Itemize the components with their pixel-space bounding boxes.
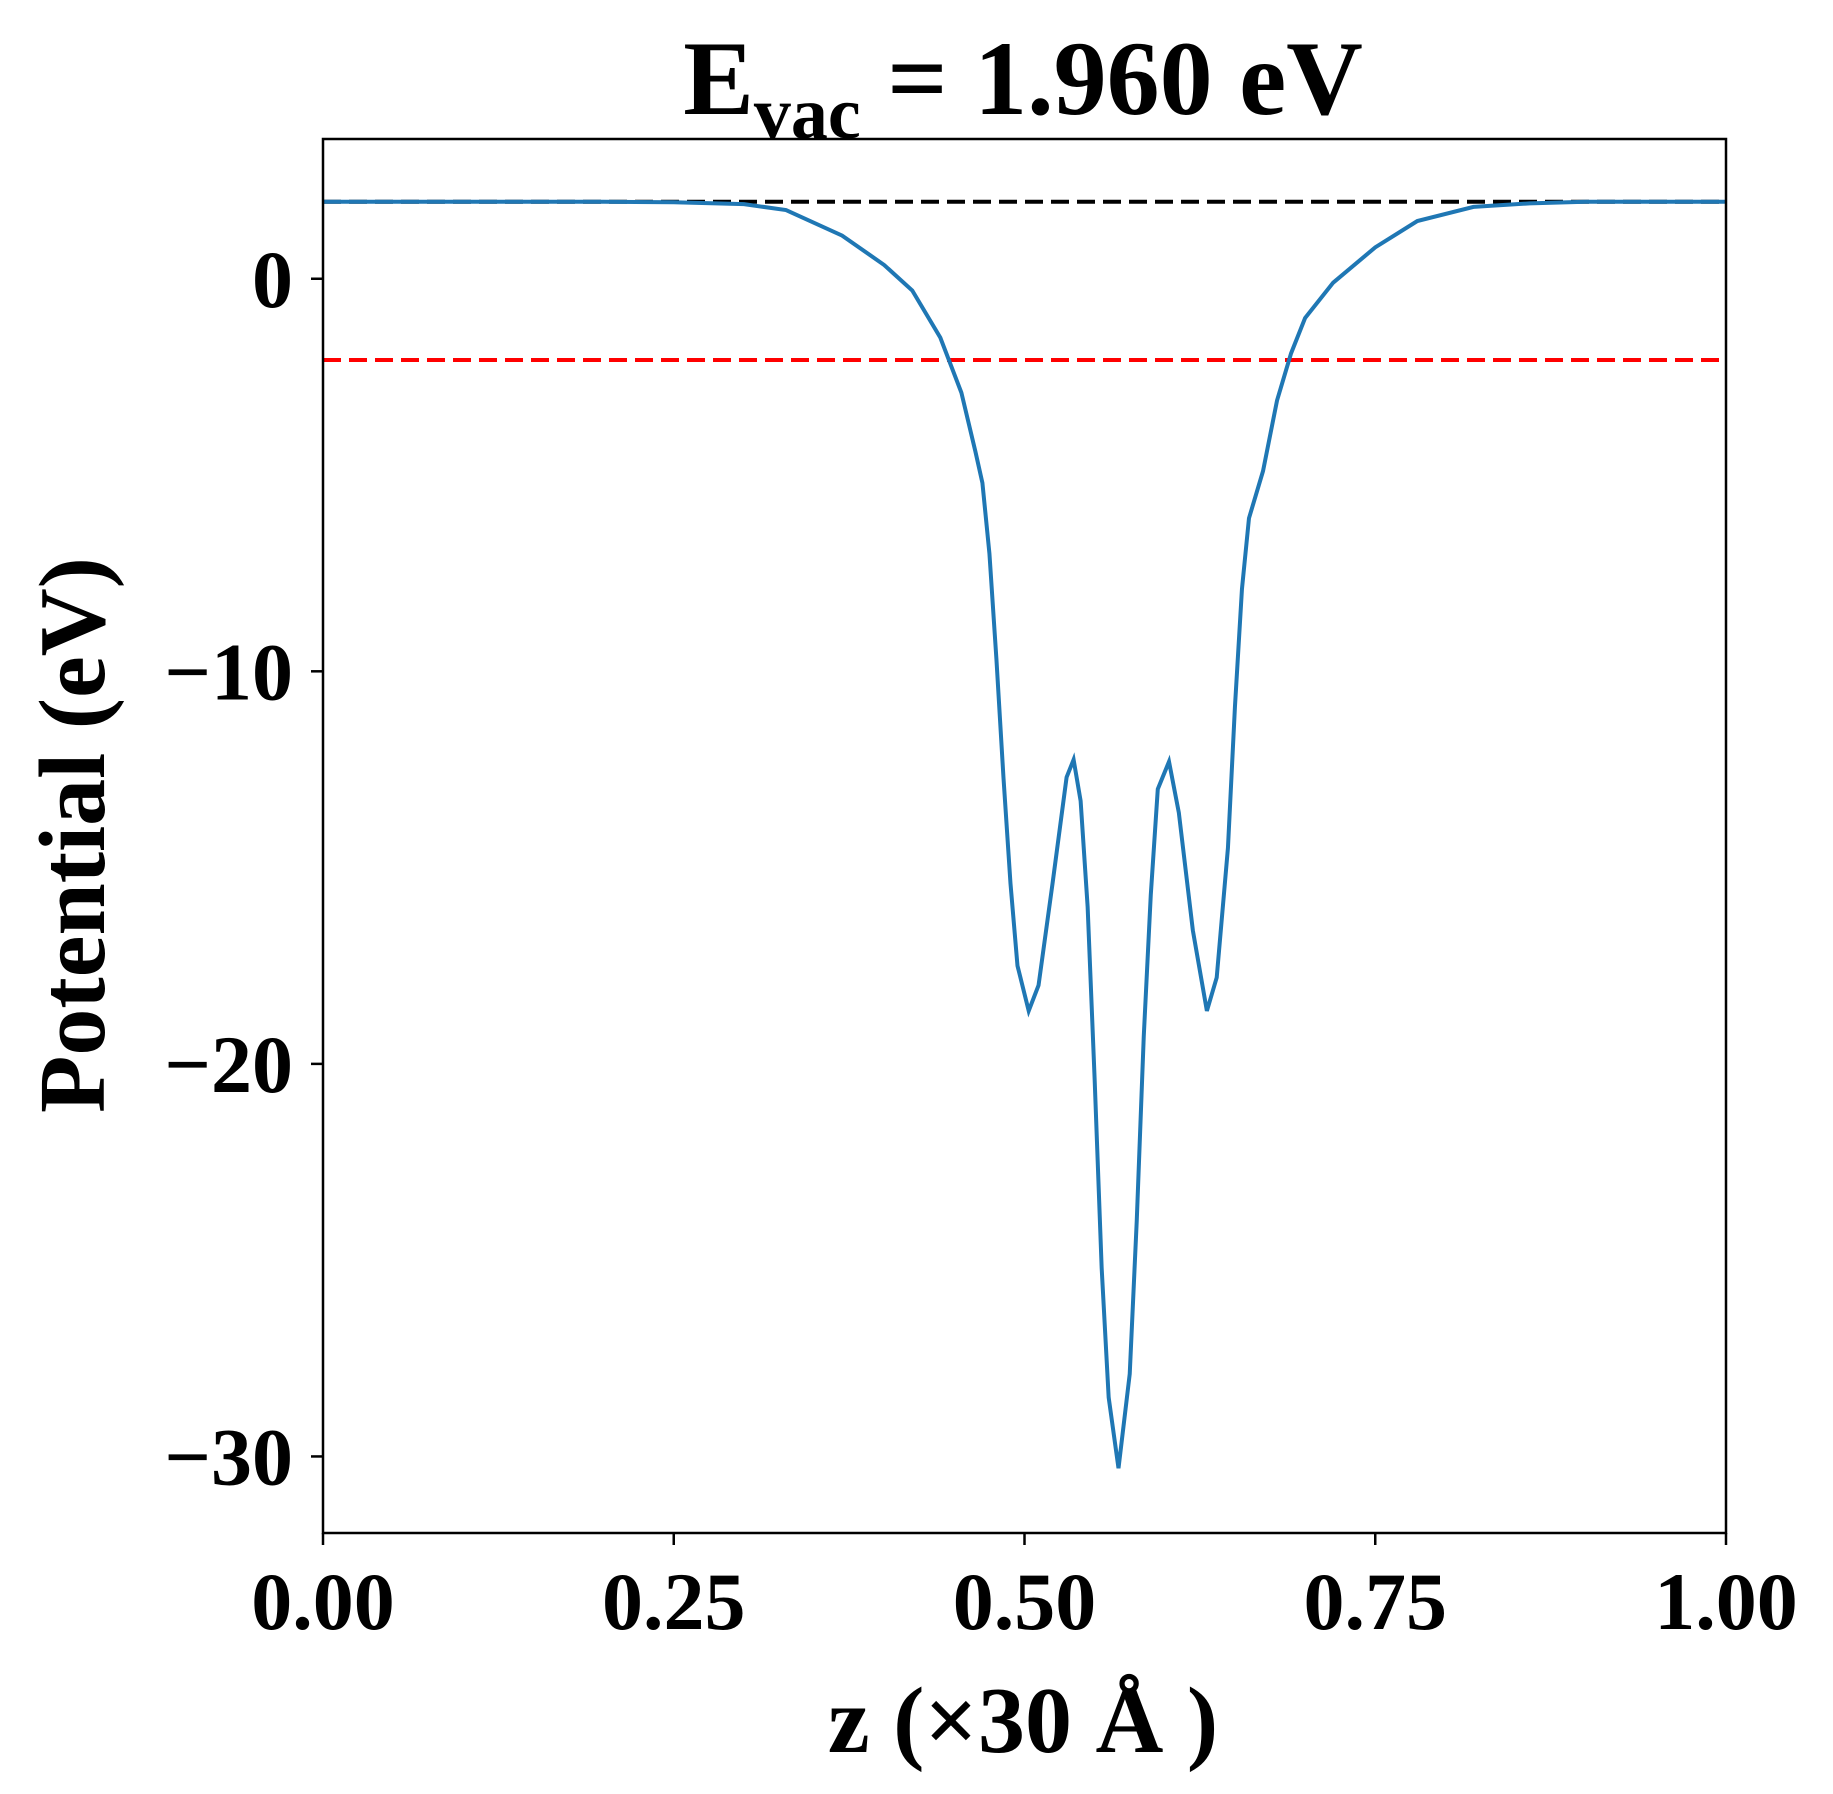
x-tick-label: 0.50	[953, 1556, 1097, 1647]
chart-title: Evac = 1.960 eV	[683, 20, 1363, 155]
y-tick-label: 0	[252, 234, 293, 325]
y-tick-label: −10	[164, 626, 293, 717]
y-tick-label: −20	[164, 1019, 293, 1110]
y-tick-label: −30	[164, 1411, 293, 1502]
x-tick-label: 0.75	[1304, 1556, 1448, 1647]
x-tick-label: 0.00	[251, 1556, 395, 1647]
x-axis-label: z (×30 Å )	[828, 1669, 1218, 1773]
x-tick-label: 1.00	[1654, 1556, 1798, 1647]
x-tick-label: 0.25	[602, 1556, 746, 1647]
y-axis-label: Potential (eV)	[21, 557, 125, 1113]
plot-frame	[321, 137, 1728, 1535]
data-line	[323, 199, 1726, 1469]
